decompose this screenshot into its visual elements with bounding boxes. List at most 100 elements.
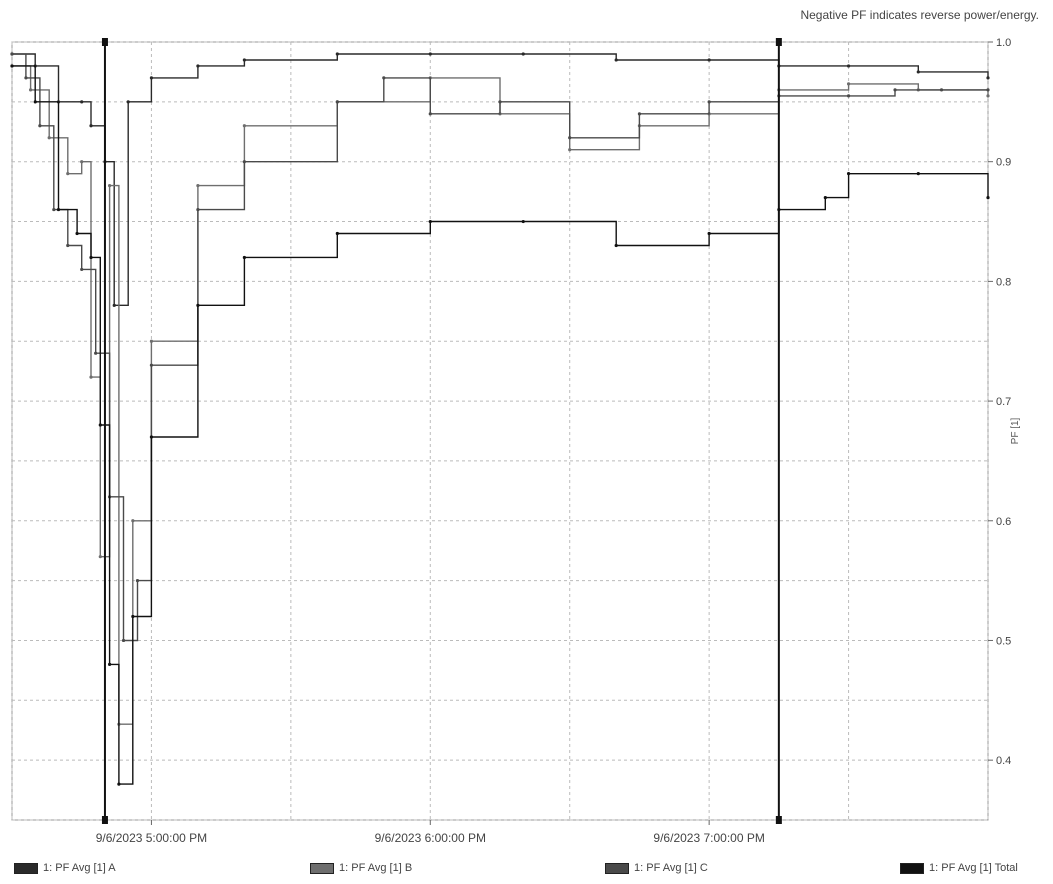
legend-label: 1: PF Avg [1] Total	[929, 862, 1018, 874]
series-point-3	[614, 243, 618, 248]
series-point-0	[149, 76, 154, 80]
legend-label: 1: PF Avg [1] C	[634, 862, 708, 874]
series-point-3	[707, 231, 711, 236]
series-point-1	[846, 82, 851, 86]
series-point-1	[66, 172, 70, 176]
x-tick-label: 9/6/2023 5:00:00 PM	[96, 831, 207, 845]
legend-swatch	[310, 862, 334, 874]
series-point-1	[242, 124, 246, 128]
series-point-2	[80, 267, 84, 272]
series-point-3	[89, 255, 93, 260]
y-tick-label: 1.0	[996, 37, 1011, 49]
x-tick-label: 9/6/2023 6:00:00 PM	[375, 831, 486, 845]
series-point-1	[131, 519, 135, 523]
y-tick-label: 0.8	[996, 276, 1011, 288]
cursor-handle-bottom-0	[101, 816, 108, 824]
y-tick-label: 0.7	[996, 396, 1011, 408]
series-point-3	[916, 172, 920, 176]
series-point-1	[89, 375, 93, 379]
series-point-1	[47, 136, 51, 140]
series-point-2	[149, 363, 154, 367]
series-point-3	[149, 435, 154, 439]
series-point-2	[94, 351, 98, 355]
series-point-2	[893, 88, 897, 92]
cursor-handle-top-0	[101, 38, 108, 46]
series-point-0	[80, 100, 84, 104]
series-point-3	[56, 207, 61, 212]
legend-swatch	[605, 862, 629, 874]
legend-swatch	[900, 862, 924, 874]
series-point-3	[108, 662, 112, 667]
series-point-2	[242, 160, 246, 164]
series-point-3	[242, 255, 246, 260]
y-tick-label: 0.9	[996, 157, 1011, 169]
series-point-1	[196, 184, 200, 188]
series-point-2	[24, 76, 28, 80]
chart-note: Negative PF indicates reverse power/ener…	[800, 8, 1039, 22]
y-axis-label: PF [1]	[1010, 417, 1021, 444]
series-point-2	[382, 76, 386, 80]
series-point-2	[707, 100, 711, 104]
series-point-2	[335, 100, 339, 104]
series-point-2	[66, 243, 70, 248]
series-point-1	[80, 160, 84, 164]
series-point-2	[196, 207, 200, 212]
series-point-3	[986, 196, 990, 200]
series-point-3	[98, 423, 102, 427]
series-point-0	[428, 52, 432, 56]
series-point-0	[521, 52, 525, 56]
series-point-3	[117, 782, 121, 786]
series-point-1	[568, 148, 572, 152]
series-point-3	[521, 219, 525, 224]
y-tick-label: 0.5	[996, 635, 1011, 647]
series-point-2	[38, 124, 42, 128]
plot-frame	[11, 41, 989, 821]
series-point-1	[149, 339, 154, 343]
series-point-2	[52, 207, 56, 212]
series-point-0	[112, 303, 116, 307]
cursor-handle-top-1	[775, 38, 782, 46]
y-tick-label: 0.4	[996, 755, 1011, 767]
series-point-1	[108, 184, 112, 188]
series-point-0	[846, 64, 851, 68]
series-point-2	[10, 52, 14, 56]
series-point-1	[98, 555, 102, 559]
series-point-0	[89, 124, 93, 128]
series-point-0	[614, 58, 618, 62]
series-point-0	[196, 64, 200, 68]
series-line-2	[12, 53, 988, 642]
series-point-3	[33, 100, 37, 104]
legend-swatch	[14, 862, 38, 874]
series-point-2	[939, 88, 944, 92]
series-point-2	[121, 638, 126, 643]
cursor-handle-bottom-1	[775, 816, 782, 824]
x-tick-label: 9/6/2023 7:00:00 PM	[653, 831, 764, 845]
series-point-0	[986, 76, 990, 80]
series-point-0	[126, 100, 130, 104]
series-point-3	[335, 231, 339, 236]
series-point-0	[335, 52, 339, 56]
series-point-2	[498, 100, 502, 104]
legend-label: 1: PF Avg [1] A	[43, 862, 116, 874]
series-point-0	[707, 58, 711, 62]
legend-label: 1: PF Avg [1] B	[339, 862, 413, 874]
legend-item: 1: PF Avg [1] Total	[900, 862, 1018, 874]
series-point-1	[28, 88, 33, 92]
series-point-3	[846, 172, 851, 176]
legend-item: 1: PF Avg [1] A	[14, 862, 116, 874]
series-point-3	[75, 231, 79, 236]
series-point-0	[242, 58, 246, 62]
legend: 1: PF Avg [1] A 1: PF Avg [1] B 1: PF Avg …	[0, 862, 1053, 882]
series-point-2	[428, 112, 432, 116]
legend-item: 1: PF Avg [1] B	[310, 862, 412, 874]
series-point-2	[568, 136, 572, 140]
series-point-3	[823, 196, 827, 200]
series-point-0	[916, 70, 920, 74]
y-tick-label: 0.6	[996, 516, 1011, 528]
series-point-3	[428, 219, 432, 224]
series-point-3	[131, 614, 135, 619]
series-point-2	[846, 94, 851, 98]
legend-item: 1: PF Avg [1] C	[605, 862, 708, 874]
